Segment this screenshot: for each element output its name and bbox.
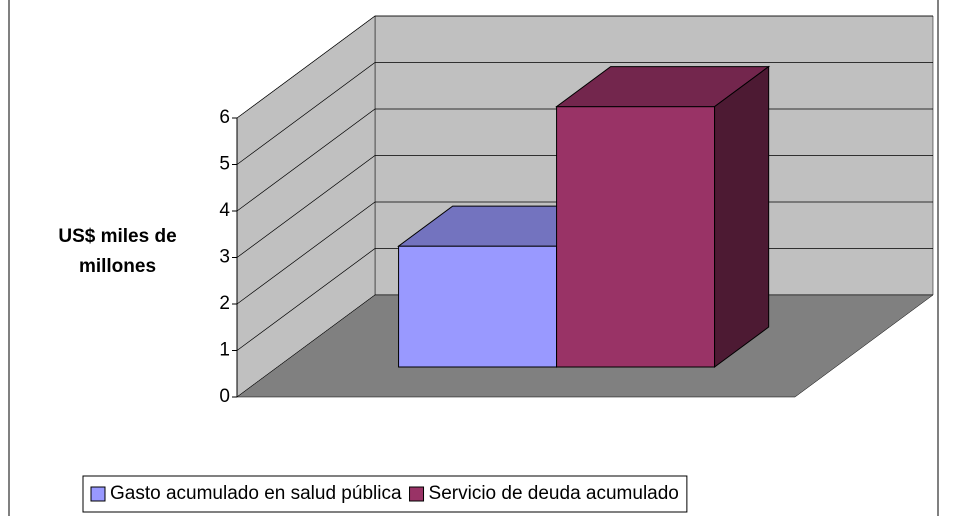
bar-front <box>556 106 716 368</box>
legend-swatch <box>409 486 425 502</box>
y-tick-label: 5 <box>219 154 230 175</box>
y-tick-label: 0 <box>219 386 230 407</box>
y-tick-label: 2 <box>219 293 230 314</box>
grid-line <box>236 15 933 119</box>
y-tick-label: 4 <box>219 200 230 221</box>
legend-label: Servicio de deuda acumulado <box>429 483 679 504</box>
y-tick-label: 6 <box>219 107 230 128</box>
y-tick-label: 3 <box>219 247 230 268</box>
legend-label: Gasto acumulado en salud pública <box>110 483 402 504</box>
bar-side <box>714 65 770 369</box>
y-tick-label: 1 <box>219 340 230 361</box>
y-axis-label: US$ miles de millones <box>58 226 177 277</box>
legend-swatch <box>90 486 106 502</box>
grid-line <box>236 62 933 165</box>
bar-front <box>398 245 558 368</box>
legend <box>82 475 688 513</box>
